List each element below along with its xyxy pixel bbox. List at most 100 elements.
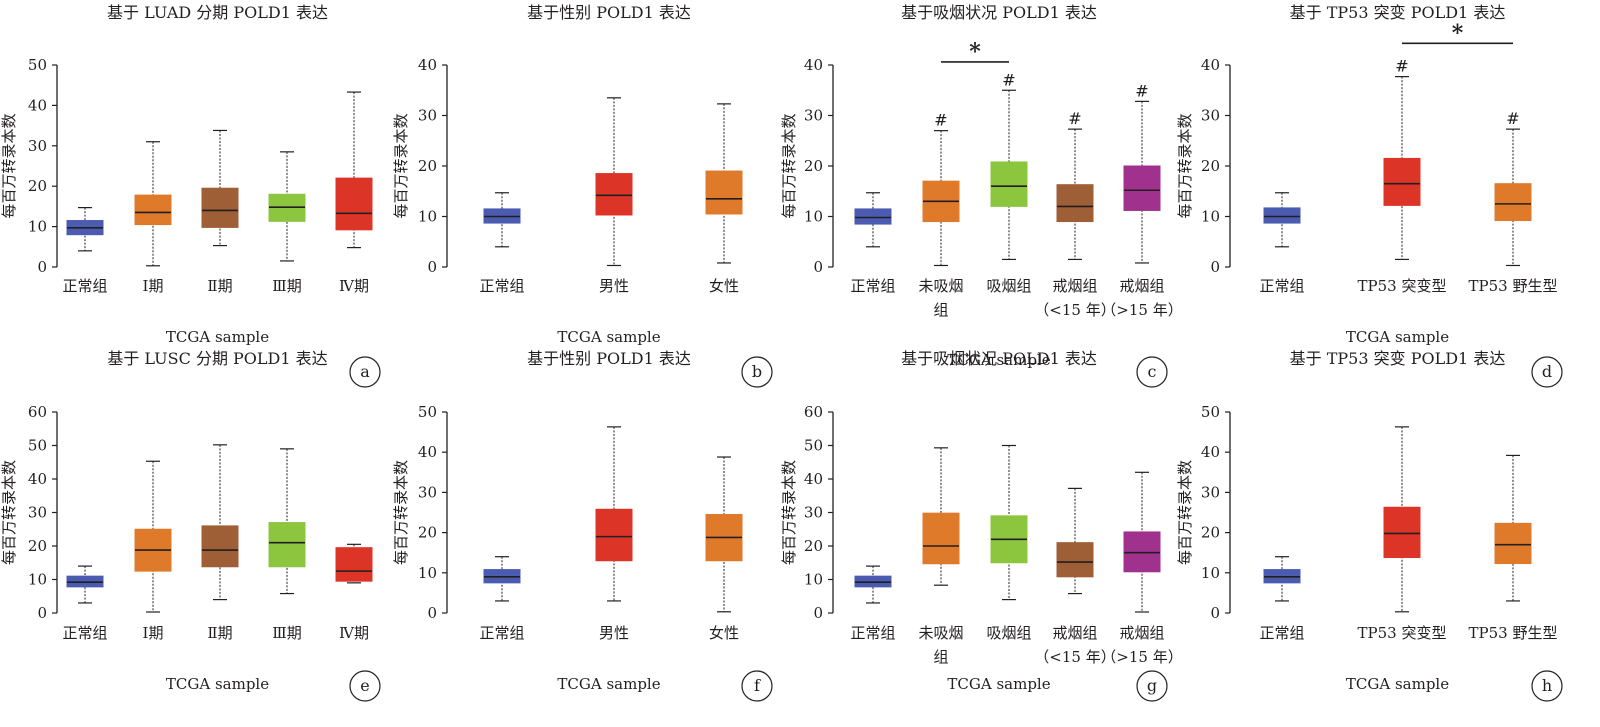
y-tick-label: 40 [1201,56,1220,74]
significance-mark: # [1068,109,1081,128]
y-axis-label: 每百万转录本数 [0,460,18,565]
category-label: （>15 年） [1101,301,1182,319]
chart-title: 基于 LUAD 分期 POLD1 表达 [107,3,328,22]
y-tick-label: 40 [418,56,437,74]
y-tick-label: 10 [418,564,437,582]
category-label: 男性 [599,624,629,642]
category-label: Ⅳ期 [339,277,369,295]
y-tick-label: 0 [427,604,437,622]
chart-title: 基于吸烟状况 POLD1 表达 [901,3,1097,22]
category-label: 正常组 [1259,277,1304,295]
y-tick-label: 30 [1201,107,1220,125]
chart-title: 基于性别 POLD1 表达 [527,349,691,368]
category-label: （>15 年） [1101,648,1182,666]
chart-title: 基于 TP53 突变 POLD1 表达 [1290,3,1506,22]
box-1 [1263,556,1301,602]
panel-letter-circle [349,356,381,388]
significance-mark: # [1135,81,1148,100]
category-label: 戒烟组 [1119,624,1164,642]
box-2 [1383,76,1421,261]
panel-letter: c [1148,362,1157,381]
box-body [1056,184,1094,223]
category-label: Ⅱ期 [207,277,232,295]
panel-letter: g [1147,676,1157,695]
y-tick-label: 20 [28,177,47,195]
category-label: 女性 [709,624,739,642]
chart-panel-h: 基于 TP53 突变 POLD1 表达 0 10 20 30 40 50 每百万转录本数正常组… [1176,349,1563,702]
y-tick-label: 40 [28,96,47,114]
category-label: Ⅲ期 [272,624,301,642]
category-label: （<15 年） [1034,301,1115,319]
y-tick-label: 60 [28,403,47,421]
box-5 [1123,471,1161,613]
y-tick-label: 50 [1201,403,1220,421]
category-label: 未吸烟 [918,624,963,642]
category-label: TP53 突变型 [1358,277,1447,295]
box-1 [483,192,521,248]
panel-letter: a [360,362,370,381]
chart-panel-a: 基于 LUAD 分期 POLD1 表达 0 10 20 30 40 50 每百万转录本数正常组… [0,3,381,388]
category-label: 戒烟组 [1052,277,1097,295]
box-2 [134,460,172,613]
category-label: （<15 年） [1034,648,1115,666]
y-tick-label: 50 [804,437,823,455]
panel-letter: d [1542,362,1552,381]
panel-letter: e [360,676,369,695]
x-axis-label: TCGA sample [557,328,660,346]
box-4 [1056,487,1094,595]
category-label: 组 [933,648,948,666]
y-tick-label: 10 [28,571,47,589]
y-tick-label: 60 [804,403,823,421]
y-tick-label: 10 [418,208,437,226]
category-label: 正常组 [479,624,524,642]
y-tick-label: 30 [418,483,437,501]
chart-panel-d: 基于 TP53 突变 POLD1 表达 0 10 20 30 40 每百万转录本数 # # * 正常… [1176,3,1563,388]
category-label: 正常组 [479,277,524,295]
category-label: 正常组 [62,277,107,295]
y-tick-label: 40 [1201,443,1220,461]
y-tick-label: 40 [804,470,823,488]
panel-letter-circle [349,670,381,702]
category-label: Ⅱ期 [207,624,232,642]
significance-mark: # [1002,70,1015,89]
y-tick-label: 50 [418,403,437,421]
y-tick-label: 10 [1201,208,1220,226]
box-1 [1263,192,1301,248]
y-axis-label: 每百万转录本数 [780,113,798,218]
category-label: Ⅲ期 [272,277,301,295]
y-axis-label: 每百万转录本数 [0,113,18,218]
box-body [1056,542,1094,578]
category-label: 戒烟组 [1052,624,1097,642]
y-tick-label: 40 [28,470,47,488]
chart-title: 基于 LUSC 分期 POLD1 表达 [107,349,327,368]
box-body [1383,157,1421,206]
y-tick-label: 0 [37,604,47,622]
category-label: TP53 野生型 [1469,277,1558,295]
y-axis-label: 每百万转录本数 [392,460,410,565]
box-body [595,173,633,216]
category-label: 男性 [599,277,629,295]
box-body [922,512,960,565]
panel-letter-circle [1136,670,1168,702]
x-axis-label: TCGA sample [166,675,269,693]
y-tick-label: 40 [418,443,437,461]
box-body [1383,506,1421,559]
box-2 [922,447,960,586]
significance-star: * [1452,20,1464,46]
box-3 [705,456,743,613]
box-body [854,208,892,225]
box-body [1494,183,1532,222]
panel-letter-circle [741,670,773,702]
y-axis-label: 每百万转录本数 [1176,113,1194,218]
box-body [705,170,743,215]
y-axis-label: 每百万转录本数 [1176,460,1194,565]
box-body [1494,522,1532,565]
x-axis-label: TCGA sample [1346,328,1449,346]
y-tick-label: 0 [1210,258,1220,276]
chart-title: 基于 TP53 突变 POLD1 表达 [1290,349,1506,368]
panel-letter-circle [1531,356,1563,388]
significance-star: * [969,39,981,65]
x-axis-label: TCGA sample [947,675,1050,693]
